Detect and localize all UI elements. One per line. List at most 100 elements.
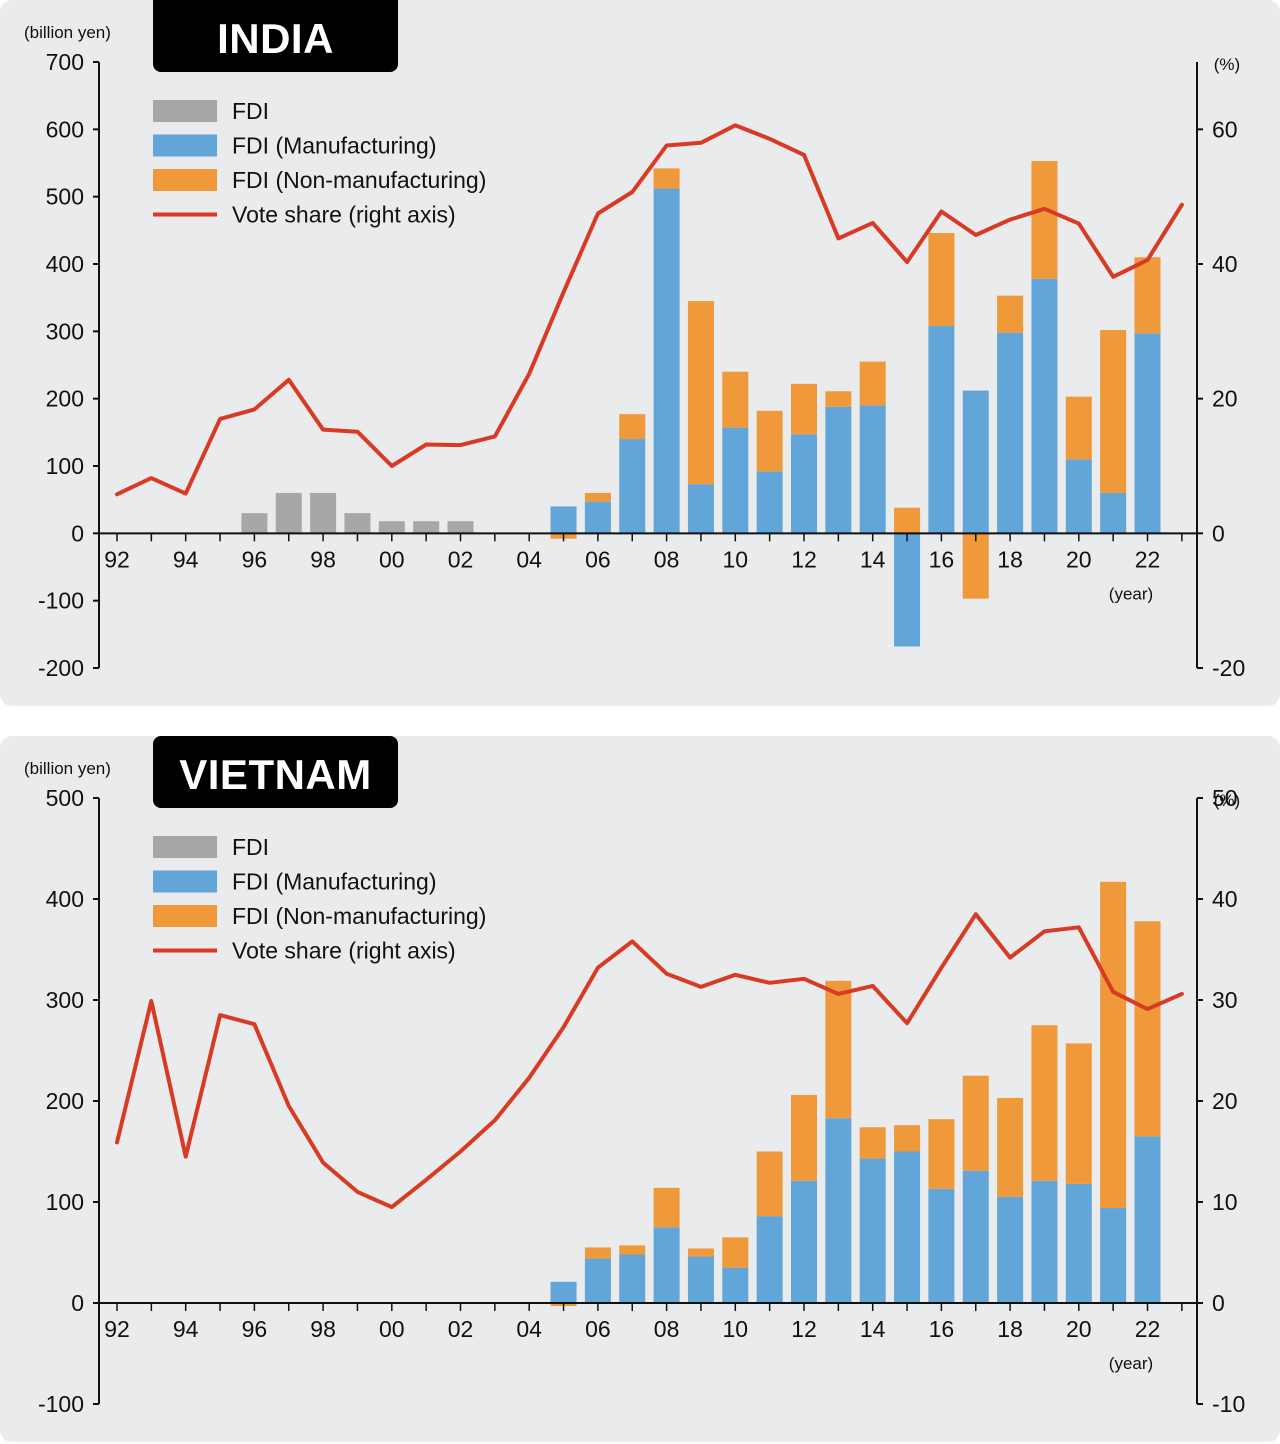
- bar-manufacturing-2005: [550, 506, 577, 534]
- bar-non-manufacturing-2008: [653, 1187, 680, 1228]
- bar-fdi-1998: [310, 492, 337, 534]
- bar-fdi-1997: [275, 492, 302, 534]
- bar-manufacturing-2018: [997, 1196, 1024, 1303]
- bar-manufacturing-2019: [1031, 278, 1058, 534]
- bar-manufacturing-2005: [550, 1281, 577, 1303]
- x-tick-label: 06: [585, 1316, 611, 1342]
- bar-fdi-2001: [413, 521, 440, 534]
- x-tick-label: 20: [1066, 546, 1092, 572]
- x-tick-label: 10: [723, 546, 749, 572]
- x-tick-label: 16: [929, 546, 955, 572]
- bar-manufacturing-2017: [962, 390, 989, 534]
- india-title: INDIA: [153, 0, 398, 72]
- bar-non-manufacturing-2016: [928, 1119, 955, 1189]
- right-tick-label: -20: [1212, 655, 1245, 681]
- x-tick-label: 96: [242, 546, 268, 572]
- right-tick-label: 0: [1212, 520, 1225, 546]
- bar-manufacturing-2013: [825, 406, 852, 534]
- bar-non-manufacturing-2009: [687, 1248, 714, 1257]
- legend-swatch-3: [153, 905, 217, 927]
- bar-manufacturing-2021: [1100, 1208, 1127, 1303]
- legend-label: FDI: [232, 98, 269, 124]
- left-tick-label: 100: [46, 453, 84, 479]
- x-tick-label: 22: [1135, 546, 1161, 572]
- bar-manufacturing-2006: [584, 501, 611, 534]
- x-tick-label: 96: [242, 1316, 268, 1342]
- bar-manufacturing-2009: [687, 1256, 714, 1303]
- bar-non-manufacturing-2017: [962, 1075, 989, 1171]
- right-tick-label: 0: [1212, 1290, 1225, 1316]
- x-tick-label: 18: [997, 546, 1023, 572]
- bar-manufacturing-2015: [894, 1151, 921, 1303]
- right-tick-label: 20: [1212, 1088, 1238, 1114]
- bar-manufacturing-2007: [619, 439, 646, 534]
- bar-non-manufacturing-2021: [1100, 881, 1127, 1209]
- x-tick-label: 94: [173, 546, 199, 572]
- legend-swatch-2: [153, 134, 217, 157]
- bar-non-manufacturing-2015: [894, 507, 921, 534]
- legend-label: FDI: [232, 834, 269, 860]
- bar-non-manufacturing-2011: [756, 410, 783, 472]
- left-tick-label: 200: [46, 386, 84, 412]
- bar-non-manufacturing-2007: [619, 1245, 646, 1255]
- bar-fdi-1996: [241, 513, 268, 534]
- x-tick-label: 14: [860, 546, 886, 572]
- left-tick-label: 0: [71, 520, 84, 546]
- right-tick-label: 30: [1212, 987, 1238, 1013]
- bar-manufacturing-2010: [722, 427, 749, 534]
- bar-non-manufacturing-2019: [1031, 160, 1058, 279]
- bar-manufacturing-2008: [653, 1227, 680, 1303]
- x-axis-unit-label: (year): [1109, 584, 1153, 603]
- bar-non-manufacturing-2021: [1100, 329, 1127, 493]
- x-tick-label: 08: [654, 546, 680, 572]
- legend-label: FDI (Non-manufacturing): [232, 167, 486, 193]
- bar-manufacturing-2021: [1100, 492, 1127, 534]
- bar-non-manufacturing-2018: [997, 295, 1024, 333]
- legend-swatch-2: [153, 870, 217, 893]
- x-tick-label: 18: [997, 1316, 1023, 1342]
- bar-manufacturing-2012: [791, 434, 817, 534]
- left-tick-label: -100: [38, 1391, 84, 1417]
- vietnam-chart: (billion yen) (%) FDI FDI (Manufacturing) FD…: [24, 759, 1245, 1417]
- vietnam-title: VIETNAM: [153, 736, 398, 808]
- x-tick-label: 04: [516, 1316, 542, 1342]
- vote-share-line: [115, 123, 1184, 497]
- bar-manufacturing-2016: [928, 325, 955, 534]
- right-tick-label: 40: [1212, 886, 1238, 912]
- bar-manufacturing-2022: [1134, 333, 1161, 534]
- x-tick-label: 22: [1135, 1316, 1161, 1342]
- legend-label: FDI (Manufacturing): [232, 869, 437, 895]
- left-tick-label: 400: [46, 251, 84, 277]
- legend-swatch-1: [153, 836, 217, 858]
- bar-manufacturing-2009: [687, 484, 714, 534]
- bar-non-manufacturing-2014: [859, 1127, 886, 1159]
- right-tick-label: 50: [1212, 785, 1238, 811]
- left-tick-label: -200: [38, 655, 84, 681]
- x-tick-label: 12: [791, 1316, 817, 1342]
- bar-manufacturing-2015: [894, 533, 921, 647]
- right-axis-unit-label: (%): [1214, 791, 1240, 810]
- bar-non-manufacturing-2010: [722, 371, 749, 428]
- right-tick-label: 10: [1212, 1189, 1238, 1215]
- left-tick-label: 300: [46, 987, 84, 1013]
- bar-manufacturing-2020: [1065, 459, 1092, 534]
- bar-non-manufacturing-2022: [1134, 921, 1161, 1137]
- x-tick-label: 12: [791, 546, 817, 572]
- right-tick-label: -10: [1212, 1391, 1245, 1417]
- india-chart-panel: (billion yen) (%) FDI FDI (Manufacturing) FD…: [0, 0, 1280, 706]
- left-tick-label: 300: [46, 318, 84, 344]
- left-axis-unit-label: (billion yen): [24, 759, 111, 778]
- bar-non-manufacturing-2013: [825, 391, 852, 407]
- legend-label: Vote share (right axis): [232, 202, 456, 228]
- bar-non-manufacturing-2015: [894, 1125, 921, 1152]
- left-tick-label: 200: [46, 1088, 84, 1114]
- bar-non-manufacturing-2017: [962, 533, 989, 599]
- bar-non-manufacturing-2016: [928, 233, 955, 326]
- x-tick-label: 08: [654, 1316, 680, 1342]
- x-tick-label: 20: [1066, 1316, 1092, 1342]
- left-tick-label: 700: [46, 49, 84, 75]
- legend-swatch-3: [153, 169, 217, 191]
- bar-manufacturing-2014: [859, 1158, 886, 1303]
- left-tick-label: 500: [46, 785, 84, 811]
- right-tick-label: 60: [1212, 116, 1238, 142]
